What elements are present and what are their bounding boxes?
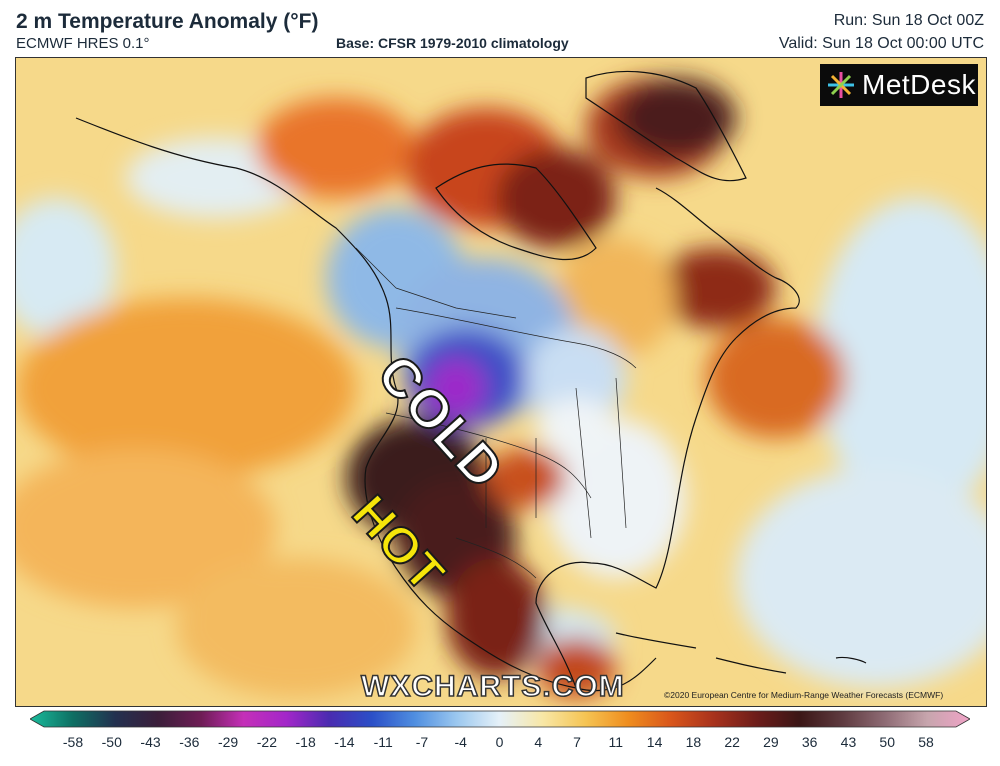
- coastlines: [75, 70, 867, 692]
- colorbar-tick-label: 4: [534, 734, 543, 750]
- metdesk-logo-text: MetDesk: [862, 69, 976, 100]
- colorbar-tick-label: -14: [334, 734, 355, 750]
- colorbar-tick-label: -43: [140, 734, 161, 750]
- colorbar: [30, 710, 970, 728]
- colorbar-tick-label: 50: [879, 734, 896, 750]
- colorbar-tick-label: -11: [373, 734, 393, 750]
- colorbar-tick-label: 7: [573, 734, 581, 750]
- colorbar-tick-label: 58: [918, 734, 934, 750]
- colorbar-tick-label: -4: [454, 734, 467, 750]
- colorbar-tick-label: -58: [62, 734, 84, 750]
- model-label: ECMWF HRES 0.1°: [16, 35, 150, 52]
- colorbar-tick-label: -7: [415, 734, 429, 750]
- colorbar-gradient: [30, 710, 970, 728]
- header-title: 2 m Temperature Anomaly (°F): [16, 10, 319, 33]
- colorbar-tick-label: -18: [295, 734, 316, 750]
- colorbar-tick-label: 36: [801, 734, 818, 750]
- colorbar-tick-label: -22: [256, 734, 277, 750]
- climatology-base-label: Base: CFSR 1979-2010 climatology: [336, 35, 569, 51]
- colorbar-tick-label: 29: [763, 734, 779, 750]
- colorbar-tick-label: 18: [685, 734, 702, 750]
- colorbar-tick-label: 0: [495, 734, 504, 750]
- anomaly-field: [16, 78, 986, 698]
- metdesk-star-icon: [828, 72, 854, 98]
- wxcharts-watermark: WXCHARTS.COM: [360, 669, 625, 704]
- colorbar-tick-label: -50: [101, 734, 122, 750]
- colorbar-tick-label: -36: [179, 734, 200, 750]
- colorbar-tick-label: 14: [646, 734, 663, 750]
- map-canvas: [16, 58, 986, 706]
- run-time-label: Run: Sun 18 Oct 00Z: [833, 12, 984, 29]
- copyright-notice: ©2020 European Centre for Medium-Range W…: [664, 690, 944, 700]
- colorbar-tick-label: 11: [608, 734, 624, 750]
- political-borders: [355, 247, 637, 579]
- colorbar-tick-label: 43: [840, 734, 857, 750]
- metdesk-logo: MetDesk: [820, 64, 978, 106]
- colorbar-tick-label: -29: [217, 734, 239, 750]
- anomaly-map: MetDesk COLD HOT WXCHARTS.COM ©2020 Euro…: [15, 57, 987, 707]
- colorbar-tick-label: 22: [724, 734, 740, 750]
- valid-time-label: Valid: Sun 18 Oct 00:00 UTC: [778, 35, 984, 52]
